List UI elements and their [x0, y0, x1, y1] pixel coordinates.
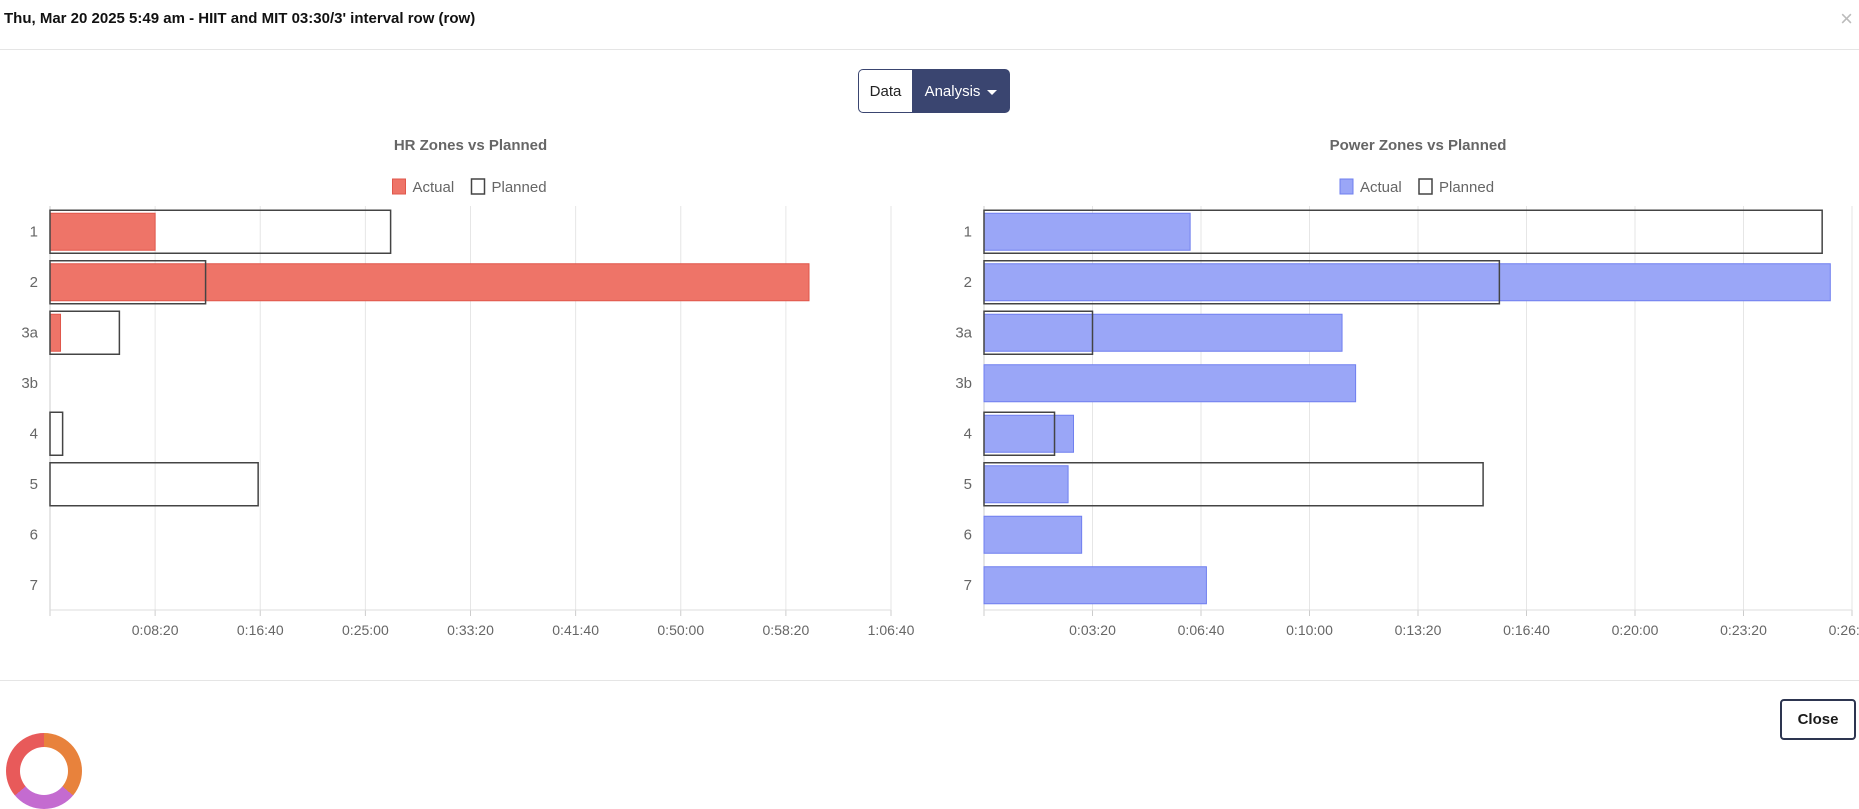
y-category-label: 5 — [30, 476, 38, 493]
footer-divider — [0, 680, 1859, 681]
y-category-label: 6 — [30, 526, 38, 543]
x-tick-label: 0:50:00 — [657, 622, 704, 638]
y-category-label: 6 — [964, 526, 972, 543]
actual-bar — [983, 364, 1357, 403]
analysis-tab-label: Analysis — [924, 82, 981, 100]
x-tick-label: 0:16:40 — [1503, 622, 1550, 638]
planned-bar — [983, 209, 1823, 254]
y-category-label: 1 — [964, 223, 972, 240]
legend-planned-swatch — [470, 178, 486, 195]
planned-bar — [49, 260, 207, 305]
x-tick-label: 0:06:40 — [1178, 622, 1225, 638]
planned-bar — [983, 462, 1484, 507]
caret-down-icon — [987, 89, 998, 95]
x-tick-label: 0:33:20 — [447, 622, 494, 638]
legend-planned-swatch — [1418, 178, 1433, 195]
data-tab-button[interactable]: Data — [858, 69, 912, 113]
legend-actual-swatch — [392, 178, 406, 195]
actual-bar — [983, 313, 1343, 352]
x-tick-label: 0:10:00 — [1286, 622, 1333, 638]
x-tick-label: 0:16:40 — [237, 622, 284, 638]
legend-planned-label: Planned — [492, 179, 547, 196]
y-category-label: 7 — [964, 577, 972, 594]
close-button[interactable]: Close — [1780, 699, 1856, 740]
power-zones-chart: Power Zones vs Planned Actual Planned 0:03:… — [955, 137, 1859, 638]
planned-bar — [49, 209, 392, 254]
planned-bar — [983, 310, 1094, 355]
planned-bar — [49, 462, 259, 507]
x-tick-label: 0:23:20 — [1720, 622, 1767, 638]
actual-bar — [983, 212, 1191, 251]
x-tick-label: 0:20:00 — [1612, 622, 1659, 638]
x-tick-label: 0:08:20 — [132, 622, 179, 638]
y-category-label: 2 — [30, 274, 38, 291]
y-category-label: 1 — [30, 223, 38, 240]
modal-header: Thu, Mar 20 2025 5:49 am - HIIT and MIT … — [0, 0, 1859, 50]
y-category-label: 4 — [964, 425, 972, 442]
close-icon[interactable]: × — [1840, 6, 1853, 31]
data-tab-label: Data — [869, 82, 902, 100]
legend-actual-swatch — [1339, 178, 1354, 195]
chart-title: Power Zones vs Planned — [1330, 137, 1507, 154]
app-logo — [6, 733, 82, 809]
actual-bar — [983, 414, 1075, 453]
chart-title: HR Zones vs Planned — [394, 137, 547, 154]
legend-planned-label: Planned — [1439, 179, 1494, 196]
y-category-label: 4 — [30, 425, 38, 442]
legend-actual-label: Actual — [1360, 179, 1402, 196]
legend-actual-label: Actual — [413, 179, 455, 196]
y-category-label: 3a — [955, 324, 972, 341]
x-tick-label: 0:25:00 — [342, 622, 389, 638]
y-category-label: 3b — [955, 375, 972, 392]
modal-title: Thu, Mar 20 2025 5:49 am - HIIT and MIT … — [4, 10, 476, 27]
planned-bar — [983, 260, 1501, 305]
x-tick-label: 0:13:20 — [1395, 622, 1442, 638]
chart-legend: Actual Planned — [392, 178, 547, 196]
actual-bar — [983, 566, 1207, 605]
hr-zones-chart: HR Zones vs Planned Actual Planned 0:08:20 0… — [21, 137, 915, 638]
x-tick-label: 0:41:40 — [552, 622, 599, 638]
planned-bar — [49, 310, 121, 355]
actual-bar — [983, 263, 1831, 302]
y-category-label: 3a — [21, 324, 38, 341]
y-category-label: 2 — [964, 274, 972, 291]
x-tick-label: 0:58:20 — [763, 622, 810, 638]
analysis-dropdown-button[interactable]: Analysis — [912, 69, 1010, 113]
actual-bar — [49, 212, 156, 251]
y-category-label: 3b — [21, 375, 38, 392]
planned-bar — [49, 411, 64, 456]
x-tick-label: 1:06:40 — [868, 622, 915, 638]
chart-legend: Actual Planned — [1339, 178, 1494, 196]
planned-bar — [983, 411, 1056, 456]
y-category-label: 5 — [964, 476, 972, 493]
actual-bar — [49, 263, 810, 302]
actual-bar — [983, 515, 1083, 554]
view-toggle: Data Analysis — [858, 69, 1010, 113]
actual-bar — [983, 465, 1069, 504]
y-category-label: 7 — [30, 577, 38, 594]
x-tick-label: 0:03:20 — [1069, 622, 1116, 638]
x-tick-label: 0:26:40 — [1829, 622, 1859, 638]
